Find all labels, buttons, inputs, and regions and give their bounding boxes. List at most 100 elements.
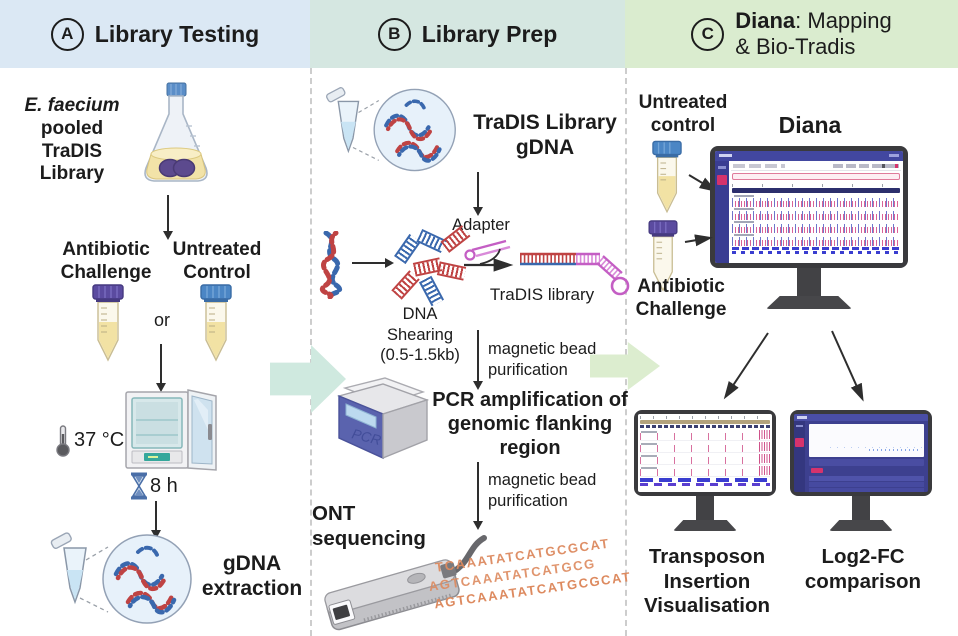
- adapter-label: Adapter: [452, 216, 510, 234]
- microtube-gdna-icon: [50, 532, 192, 624]
- log-sidebar: [794, 421, 805, 492]
- panel-c-badge: C: [691, 17, 725, 51]
- magbead-1-label: magnetic bead purification: [488, 340, 597, 379]
- diana-screen-track: [732, 208, 900, 220]
- diana-screen: [715, 151, 903, 263]
- diana-screen-body: [715, 161, 903, 263]
- library-label: E. faecium pooled TraDIS Library: [24, 95, 120, 185]
- log-navbar: [794, 414, 928, 421]
- library-construct-icon: [520, 252, 630, 296]
- panel-divider-ab: [310, 68, 312, 636]
- diana-screen-selection-bar: [732, 173, 900, 180]
- panel-a-badge: A: [50, 17, 84, 51]
- panel-a-header: A Library Testing: [0, 0, 310, 68]
- panel-b-header: B Library Prep: [310, 0, 625, 68]
- monitor-base: [766, 296, 852, 309]
- arrow-helix-to-fragments: [352, 257, 394, 268]
- adapter-icon: [464, 239, 511, 261]
- log2fc-screen: [794, 414, 928, 492]
- or-label: or: [153, 310, 170, 330]
- log2fc-monitor: [790, 410, 932, 531]
- diana-screen-features: [732, 251, 900, 254]
- pcr-heading: PCR amplification of genomic flanking re…: [432, 389, 628, 459]
- ont-sequencing-label: ONT sequencing: [312, 502, 426, 550]
- dna-shearing-label: DNA Shearing (0.5-1.5kb): [380, 305, 460, 365]
- microtube-gdna-icon-b: [326, 87, 456, 172]
- log-table-header: [809, 476, 924, 481]
- gdna-extraction-label: gDNA extraction: [201, 552, 303, 601]
- duration-label: 8 h: [150, 475, 178, 497]
- panel-b-badge: B: [377, 17, 411, 51]
- tix-genome-bar: [640, 425, 770, 428]
- untreated-control-label: Untreated Control: [172, 239, 262, 283]
- tix-features: [640, 478, 770, 482]
- log-scatter-chart: [809, 424, 924, 457]
- log-table-row: [809, 482, 924, 487]
- arrow-incubator-to-gdna: [150, 501, 161, 539]
- tix-ruler: [640, 415, 770, 419]
- arrow-adapter-ligation: [464, 248, 514, 272]
- monitor-base: [673, 520, 737, 531]
- log-info-strip: [809, 459, 924, 466]
- untreated-control-label-c: Untreated control: [638, 92, 728, 136]
- monitor-stand: [696, 496, 714, 520]
- diana-screen-navbar: [715, 151, 903, 161]
- arrow-magbead-1: [472, 330, 483, 390]
- transposon-screen: [638, 414, 772, 492]
- diana-screen-ruler: [732, 182, 900, 187]
- minion-sequencer-icon: [324, 535, 487, 631]
- dna-helix-icon: [319, 231, 343, 299]
- falcon-tube-blue-icon-c: [652, 140, 682, 214]
- diana-screen-sidebar: [715, 161, 729, 263]
- tix-features: [640, 483, 770, 486]
- falcon-tube-purple-icon-c: [648, 220, 678, 292]
- monitor-bezel: [790, 410, 932, 496]
- diana-screen-track: [732, 195, 900, 207]
- monitor-bezel: [634, 410, 776, 496]
- monitor-stand: [852, 496, 870, 520]
- diana-screen-active-item: [717, 175, 727, 185]
- pcr-device-label: PCR: [350, 425, 383, 448]
- diana-screen-track: [732, 221, 900, 233]
- panel-c-header: C Diana: Mapping & Bio-Tradis: [625, 0, 958, 68]
- hourglass-icon: [131, 472, 147, 500]
- log-button: [811, 468, 823, 473]
- falcon-tube-blue-icon: [200, 284, 232, 362]
- log-table-row: [809, 488, 924, 492]
- diana-screen-track: [732, 234, 900, 246]
- arrow-gdna-to-shearing: [472, 172, 483, 216]
- tix-track: [640, 465, 770, 477]
- diana-screen-features: [732, 247, 900, 250]
- monitor-bezel: [710, 146, 908, 268]
- pcr-machine-icon: PCR: [336, 377, 430, 460]
- diana-app-title: Diana: [778, 112, 842, 138]
- monitor-base: [829, 520, 893, 531]
- panel-c-title: Diana: Mapping & Bio-Tradis: [735, 8, 892, 59]
- transposon-label: Transposon Insertion Visualisation: [643, 545, 771, 618]
- tix-track: [640, 441, 770, 453]
- log-active-item: [795, 438, 804, 447]
- monitor-stand: [797, 268, 821, 296]
- temperature-label: 37 °C: [74, 429, 125, 451]
- arrow-antibiotic-to-diana: [684, 234, 713, 247]
- panel-a-title: Library Testing: [94, 20, 260, 47]
- transposon-monitor: [634, 410, 776, 531]
- log2fc-label: Log2-FC comparison: [804, 545, 922, 593]
- arrow-untreated-to-diana: [688, 174, 718, 193]
- tix-track: [640, 429, 770, 441]
- panel-b-title: Library Prep: [421, 20, 558, 47]
- tradis-library-label: TraDIS library: [489, 285, 595, 304]
- panel-divider-bc: [625, 68, 627, 636]
- arrow-diana-to-log2fc: [831, 330, 864, 402]
- thermometer-icon: [56, 425, 70, 457]
- magbead-2-label: magnetic bead purification: [488, 471, 597, 510]
- dna-fragment: [418, 275, 445, 307]
- antibiotic-challenge-label: Antibiotic Challenge: [60, 239, 152, 283]
- arrow-diana-to-transposon: [723, 332, 769, 400]
- tix-track: [640, 453, 770, 465]
- incubator-icon: [125, 389, 217, 471]
- diana-screen-main: [729, 161, 903, 263]
- arrow-magbead-2: [472, 462, 483, 530]
- arrow-flask-to-tubes: [162, 195, 173, 240]
